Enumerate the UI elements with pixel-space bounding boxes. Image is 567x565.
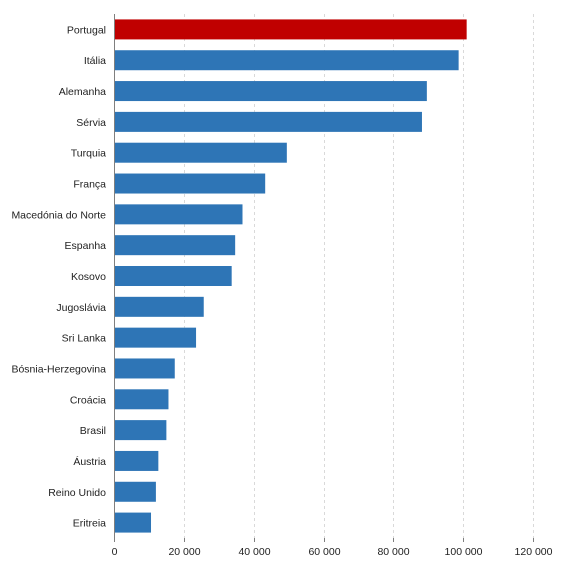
- category-label: Turquia: [71, 148, 106, 160]
- category-label: França: [73, 179, 106, 191]
- category-label: Jugoslávia: [56, 302, 106, 314]
- category-label: Portugal: [67, 24, 106, 36]
- category-labels: Portugal Itália Alemanha Sérvia Turquia Franç…: [11, 24, 106, 529]
- x-tick-label: 40 000: [238, 546, 270, 558]
- bars: [114, 19, 467, 533]
- category-label: Alemanha: [59, 86, 106, 98]
- x-tick-label: 120 000: [515, 546, 553, 558]
- category-label: Espanha: [65, 240, 107, 252]
- bar: [114, 296, 204, 317]
- x-tick-label: 0: [112, 546, 118, 558]
- bar: [114, 358, 175, 379]
- bar: [114, 450, 159, 471]
- axes: [114, 14, 534, 542]
- category-label: Bósnia-Herzegovina: [11, 363, 106, 375]
- bar: [114, 512, 152, 533]
- bar: [114, 420, 167, 441]
- category-label: Macedónia do Norte: [11, 209, 106, 221]
- x-tick-labels: 0 20 000 40 000 60 000 80 000 100 000 120 000: [112, 546, 553, 558]
- category-label: Eritreia: [73, 518, 106, 530]
- x-tick-label: 100 000: [445, 546, 483, 558]
- bar: [114, 481, 156, 502]
- category-label: Áustria: [73, 455, 106, 468]
- bar: [114, 50, 459, 71]
- x-tick-label: 60 000: [308, 546, 340, 558]
- category-label: Itália: [84, 55, 106, 67]
- bar: [114, 81, 427, 102]
- bar: [114, 235, 236, 256]
- bar: [114, 204, 243, 225]
- x-tick-label: 20 000: [168, 546, 200, 558]
- category-label: Croácia: [70, 394, 106, 406]
- x-tick-label: 80 000: [377, 546, 409, 558]
- category-label: Sérvia: [76, 117, 106, 129]
- category-label: Kosovo: [71, 271, 106, 283]
- bar: [114, 389, 169, 410]
- category-label: Reino Unido: [48, 487, 106, 499]
- category-label: Brasil: [80, 425, 106, 437]
- bar: [114, 266, 232, 286]
- bar: [114, 142, 287, 163]
- bar: [114, 111, 422, 132]
- bar: [114, 173, 266, 194]
- bar: [114, 19, 467, 40]
- category-label: Sri Lanka: [62, 333, 107, 345]
- bar: [114, 327, 197, 348]
